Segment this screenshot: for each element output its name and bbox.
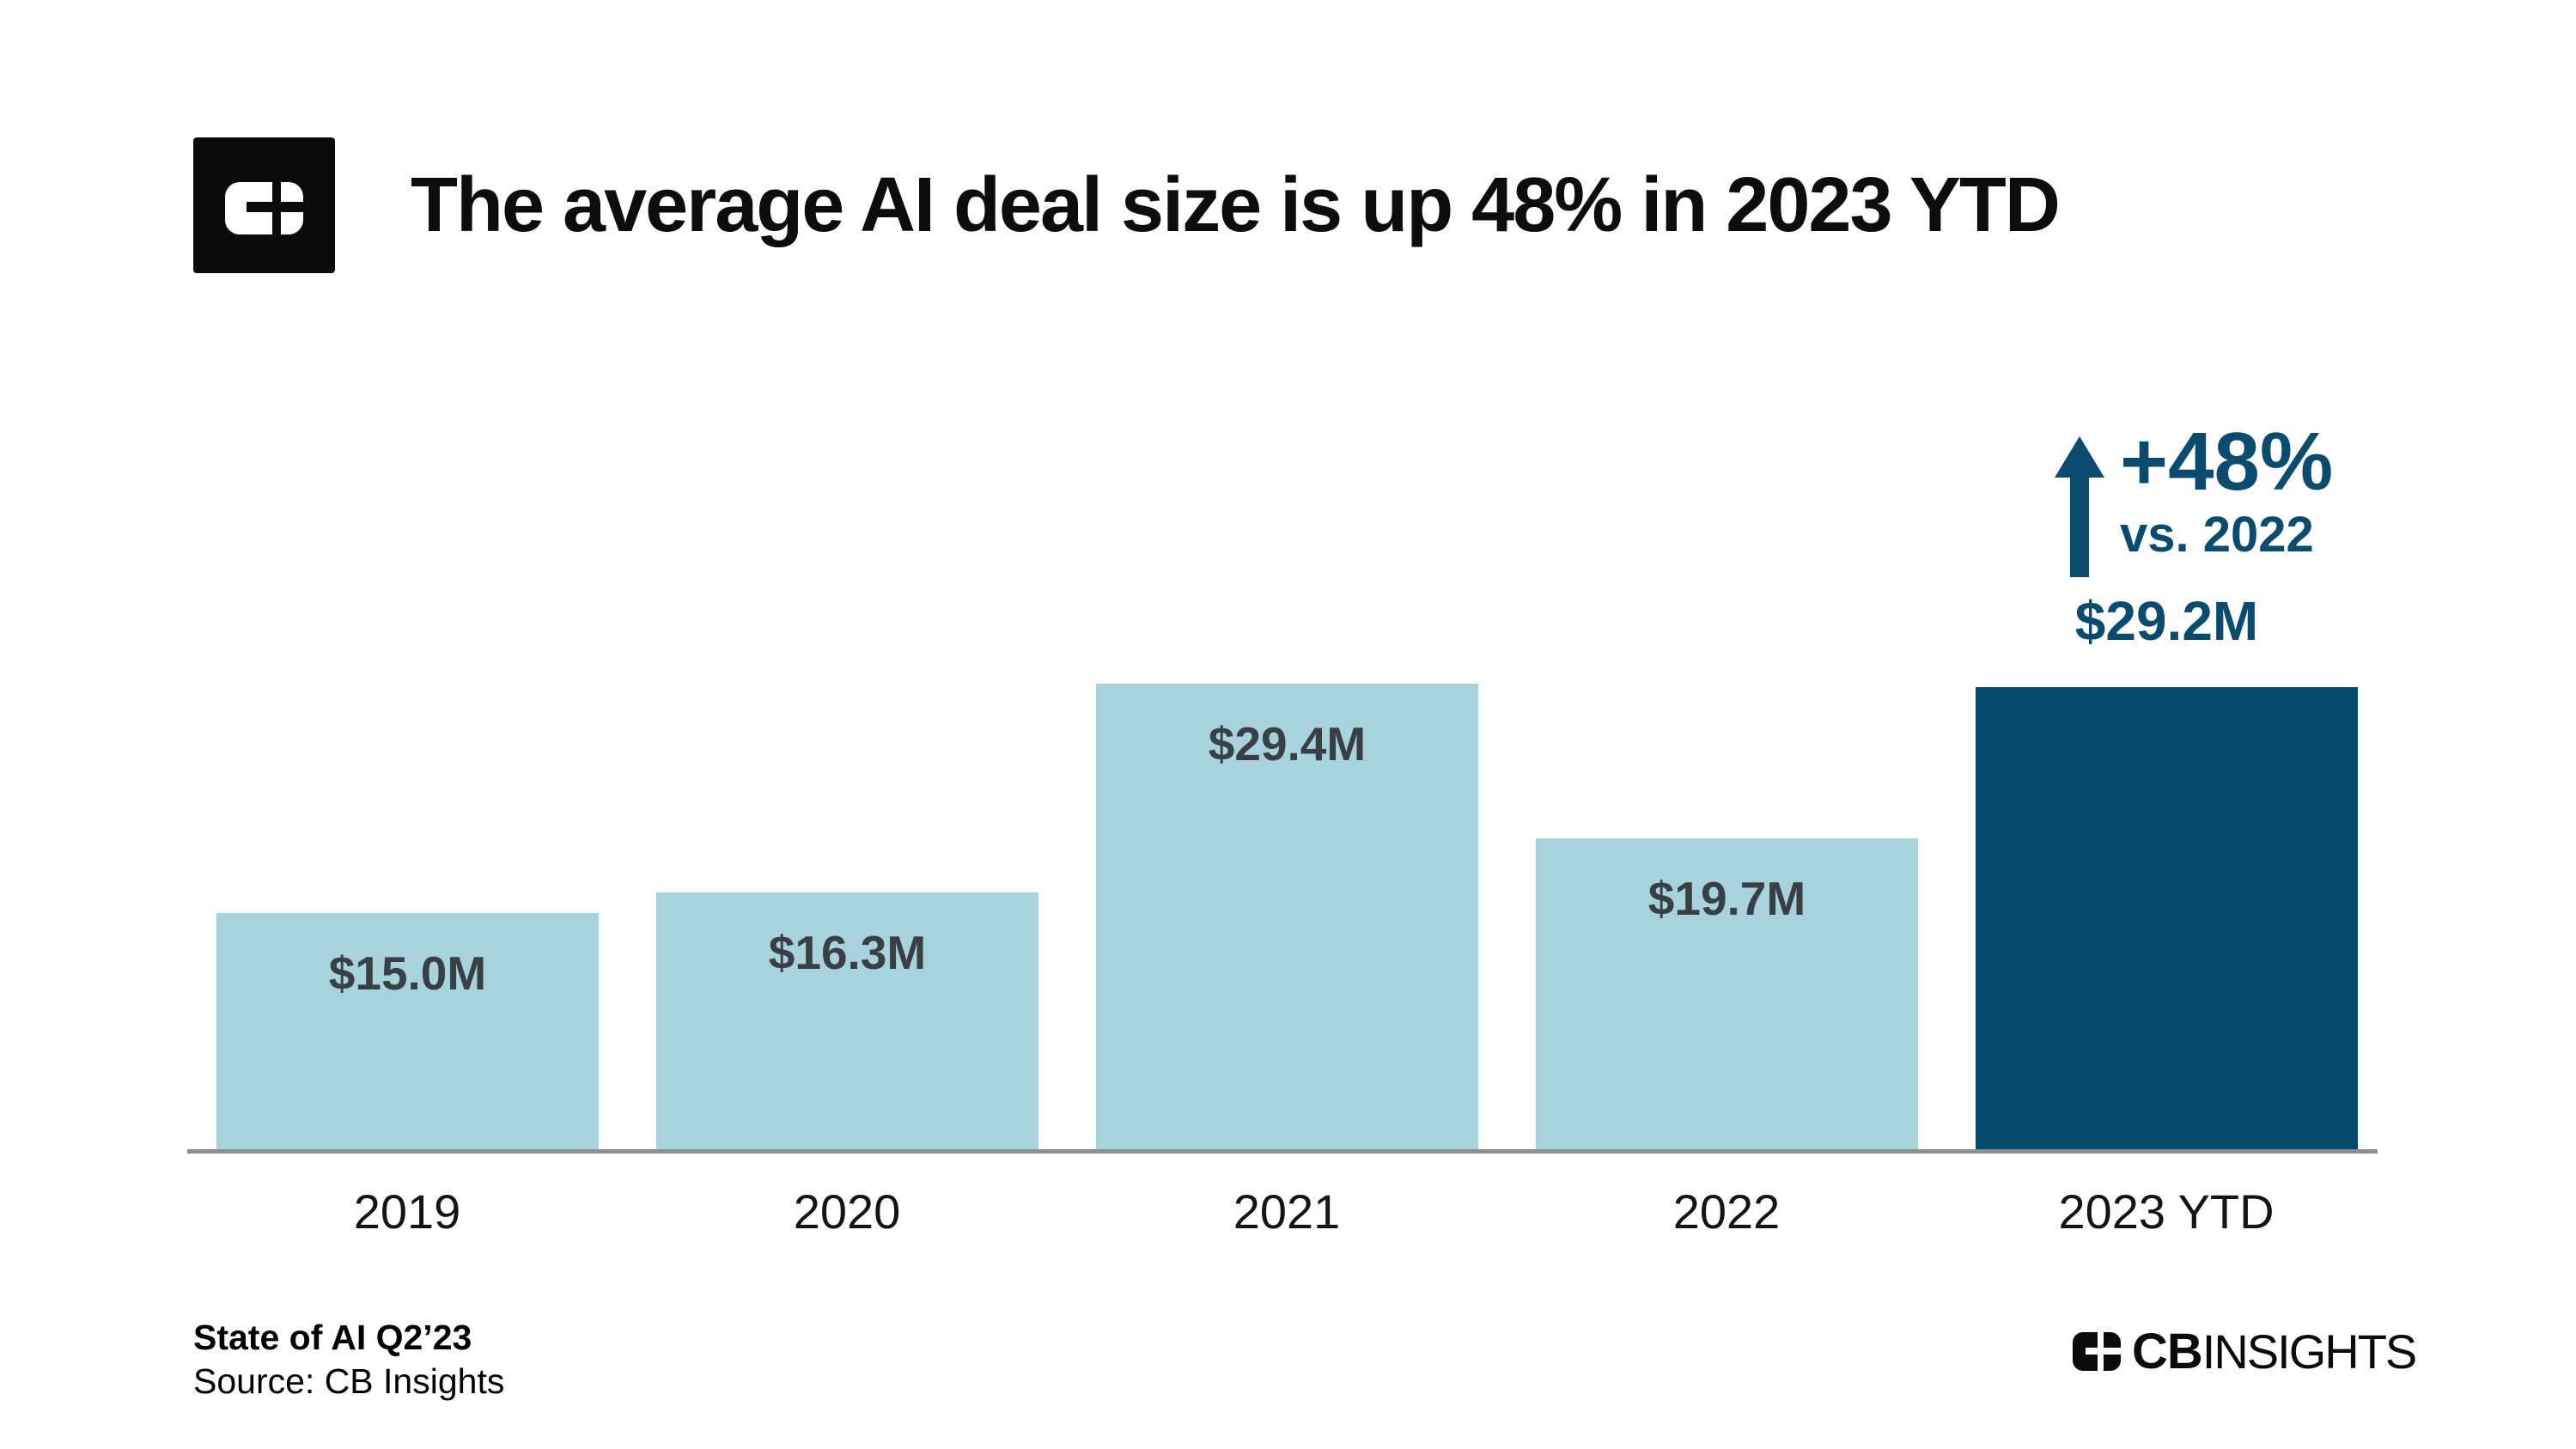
x-axis-label-2021: 2021	[1233, 1184, 1341, 1239]
cb-insights-logo-mark	[193, 137, 335, 273]
report-title: State of AI Q2’23	[193, 1318, 472, 1357]
brand-insights-text: INSIGHTS	[2201, 1324, 2417, 1379]
title-container: The average AI deal size is up 48% in 20…	[411, 137, 2061, 273]
growth-annotation-text: +48% vs. 2022	[2120, 416, 2334, 563]
bar-value-label-2019: $15.0M	[328, 947, 487, 1000]
cb-insights-wordmark: CB INSIGHTS	[2073, 1323, 2417, 1380]
logo-horizontal-divider	[246, 202, 303, 212]
source-credit: Source: CB Insights	[193, 1361, 505, 1401]
brand-cb-text: CB	[2132, 1324, 2203, 1379]
bar-2021: $29.4M	[1096, 684, 1478, 1152]
x-axis-label-2022: 2022	[1672, 1184, 1781, 1239]
x-axis-label-2019: 2019	[353, 1184, 461, 1239]
bar-2019: $15.0M	[216, 913, 599, 1152]
x-axis-label-2023-ytd: 2023 YTD	[2058, 1184, 2275, 1239]
cb-insights-window-icon-small	[2073, 1332, 2121, 1371]
bar-value-label-2022: $19.7M	[1647, 872, 1806, 925]
up-arrow-icon	[2055, 436, 2104, 579]
x-axis-label-2020: 2020	[793, 1184, 901, 1239]
bar-value-label-2023-ytd: $29.2M	[2074, 590, 2259, 652]
bar-value-label-2020: $16.3M	[768, 926, 927, 979]
page-title: The average AI deal size is up 48% in 20…	[411, 161, 2061, 248]
cb-insights-window-icon	[225, 182, 303, 234]
bar-2020: $16.3M	[656, 892, 1038, 1152]
growth-annotation: +48% vs. 2022	[2055, 416, 2334, 579]
bar-value-label-2021: $29.4M	[1208, 717, 1367, 770]
x-axis-line	[187, 1149, 2378, 1154]
growth-delta: +48%	[2120, 416, 2334, 508]
footer-left: State of AI Q2’23 Source: CB Insights	[193, 1316, 504, 1403]
bar-2023-ytd: $29.2M	[1976, 590, 2358, 1152]
growth-comparison: vs. 2022	[2120, 507, 2314, 563]
bar-2022: $19.7M	[1536, 838, 1918, 1152]
